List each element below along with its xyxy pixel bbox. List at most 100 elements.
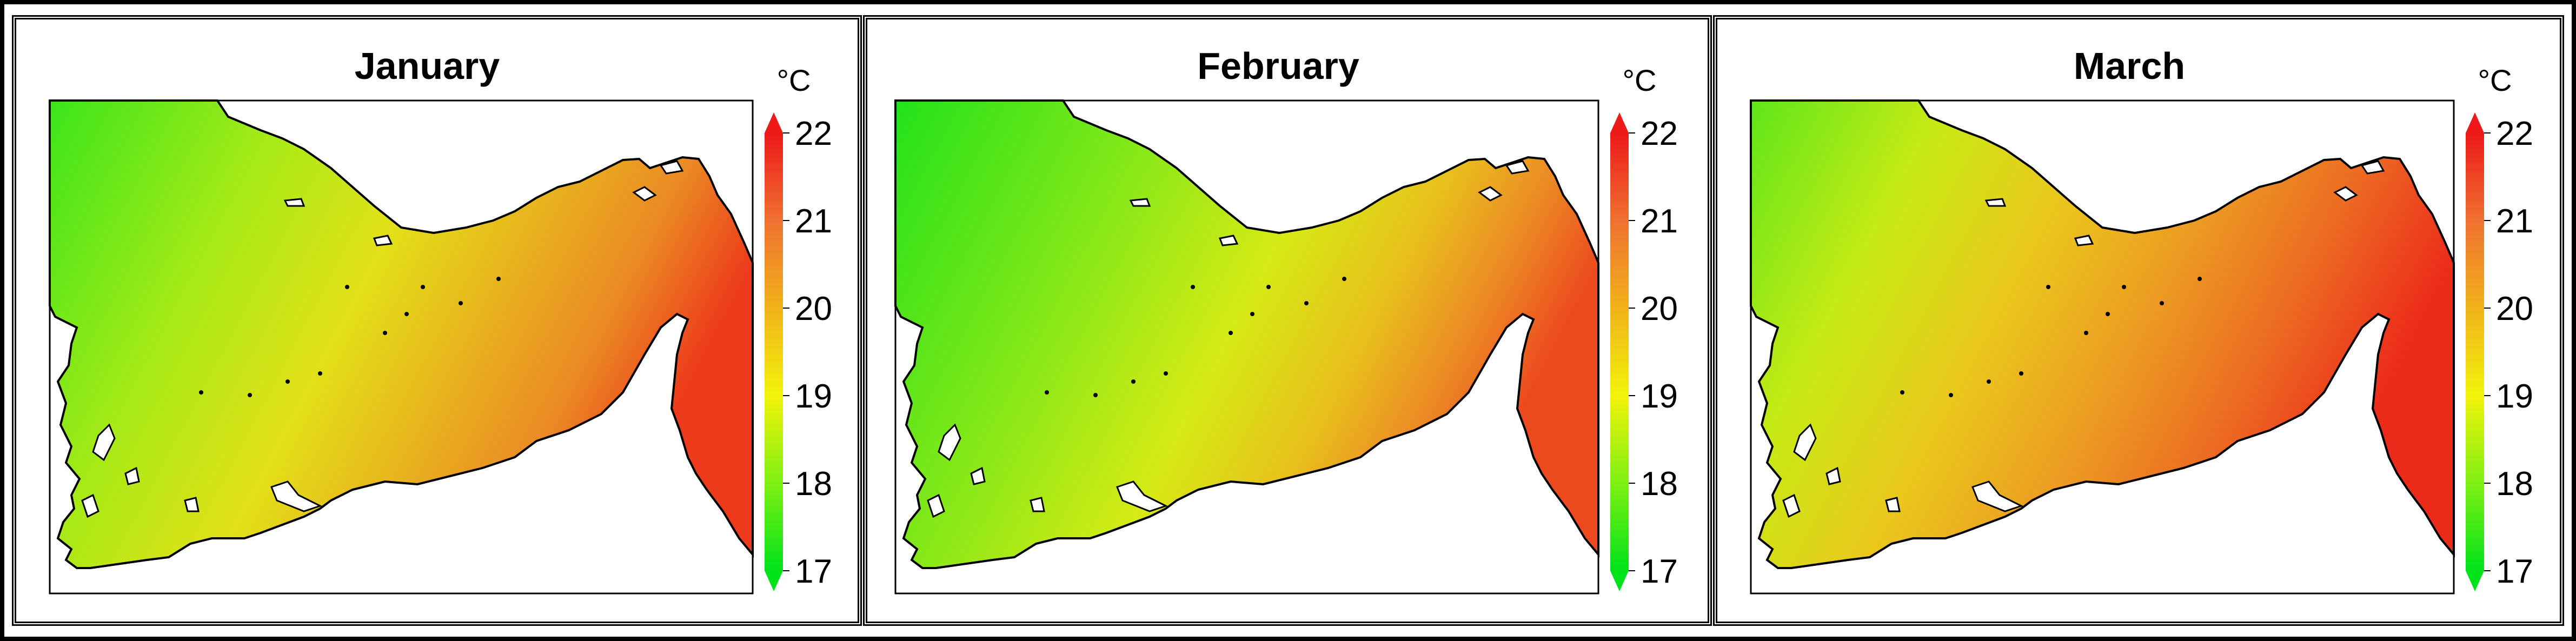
sea-temperature-field (894, 99, 1599, 569)
map-svg: January °C 22 21 20 19 18 17 (49, 45, 832, 595)
colorbar-gradient (2466, 133, 2484, 571)
island (1030, 497, 1045, 512)
panel-title: January (355, 45, 500, 87)
colorbar: 22 21 20 19 18 17 (765, 112, 832, 591)
island (1116, 480, 1168, 512)
sea-temperature-field (1750, 99, 2455, 569)
colorbar-tick-label: 20 (795, 290, 832, 328)
island (283, 198, 306, 207)
colorbar-min-arrow (1610, 571, 1629, 591)
island (1825, 466, 1841, 485)
colorbar-min-arrow (765, 571, 783, 591)
colorbar-tick-label: 18 (795, 465, 832, 503)
islet-dot (1229, 331, 1233, 335)
islands (1782, 160, 2385, 518)
island (1478, 186, 1503, 202)
islet-dot (2122, 285, 2126, 289)
islet-dot (199, 390, 203, 395)
islet-dot (1164, 371, 1168, 376)
colorbar-tick-label: 19 (795, 378, 832, 415)
sea-temperature-field (49, 99, 754, 569)
colorbar: 22 21 20 19 18 17 (1610, 112, 1678, 591)
islet-dot (2084, 331, 2088, 335)
colorbar-tick-label: 17 (2496, 553, 2533, 590)
islet-dot (1093, 393, 1098, 397)
islet-dot (1304, 301, 1309, 305)
islet-dot (345, 285, 349, 289)
colorbar-tick-label: 22 (1641, 115, 1678, 152)
island (1505, 160, 1530, 175)
island (92, 423, 116, 462)
island (373, 235, 393, 246)
map-svg: March °C 22 21 20 19 18 17 (1750, 45, 2533, 595)
island (2333, 186, 2358, 202)
islet-dot (2197, 277, 2202, 281)
map-svg: February °C 22 21 20 19 18 17 (894, 45, 1678, 595)
colorbar-max-arrow (2466, 112, 2484, 133)
colorbar-max-arrow (1610, 112, 1629, 133)
colorbar-tick-label: 17 (795, 553, 832, 590)
islet-dot (383, 331, 387, 335)
colorbar-tick-label: 20 (1641, 290, 1678, 328)
colorbar-tick-label: 19 (2496, 378, 2533, 415)
colorbar-max-arrow (765, 112, 783, 133)
island (1129, 198, 1151, 207)
colorbar-tick-label: 21 (2496, 203, 2533, 240)
islet-dot (2046, 285, 2050, 289)
island (632, 186, 657, 202)
panel-title: March (2074, 45, 2185, 87)
islet-dot (496, 277, 501, 281)
islet-dot (1045, 390, 1049, 395)
island (1984, 198, 2007, 207)
island (1793, 423, 1817, 462)
map-panel-january: January °C 22 21 20 19 18 17 (12, 15, 862, 626)
island (2074, 235, 2094, 246)
island (81, 493, 99, 518)
islet-dot (1949, 393, 1953, 397)
island (1782, 493, 1801, 518)
colorbar-tick-label: 17 (1641, 553, 1678, 590)
colorbar-gradient (1610, 133, 1629, 571)
islet-dot (1131, 379, 1136, 384)
colorbar-min-arrow (2466, 571, 2484, 591)
islet-dot (1987, 379, 1991, 384)
colorbar-tick-label: 19 (1641, 378, 1678, 415)
islet-dot (1342, 277, 1346, 281)
colorbar-tick-label: 22 (2496, 115, 2533, 152)
islet-dot (248, 393, 252, 397)
island (1885, 497, 1901, 512)
islet-dot (318, 371, 322, 376)
islands (927, 160, 1530, 518)
islands (81, 160, 684, 518)
colorbar-tick-label: 18 (1641, 465, 1678, 503)
island (2360, 160, 2385, 175)
islet-dot (1266, 285, 1271, 289)
islet-dot (421, 285, 425, 289)
island (1218, 235, 1239, 246)
island (970, 466, 986, 485)
islet-dot (1191, 285, 1195, 289)
islet-dot (1250, 312, 1254, 316)
islet-dot (1900, 390, 1904, 395)
colorbar-tick-label: 18 (2496, 465, 2533, 503)
island (270, 480, 322, 512)
map-panel-march: March °C 22 21 20 19 18 17 (1713, 15, 2564, 626)
island (927, 493, 945, 518)
colorbar: 22 21 20 19 18 17 (2466, 112, 2533, 591)
islet-dot (2019, 371, 2023, 376)
colorbar-tick-label: 22 (795, 115, 832, 152)
unit-label: °C (2478, 63, 2512, 97)
unit-label: °C (1623, 63, 1657, 97)
colorbar-tick-label: 21 (795, 203, 832, 240)
islet-dot (2160, 301, 2164, 305)
map-panel-february: February °C 22 21 20 19 18 17 (863, 15, 1712, 626)
island (124, 466, 140, 485)
unit-label: °C (777, 63, 811, 97)
islet-dot (404, 312, 409, 316)
colorbar-tick-label: 21 (1641, 203, 1678, 240)
islet-dot (459, 301, 463, 305)
panel-title: February (1197, 45, 1359, 87)
islet-dot (286, 379, 290, 384)
island (1971, 480, 2023, 512)
colorbar-tick-label: 20 (2496, 290, 2533, 328)
